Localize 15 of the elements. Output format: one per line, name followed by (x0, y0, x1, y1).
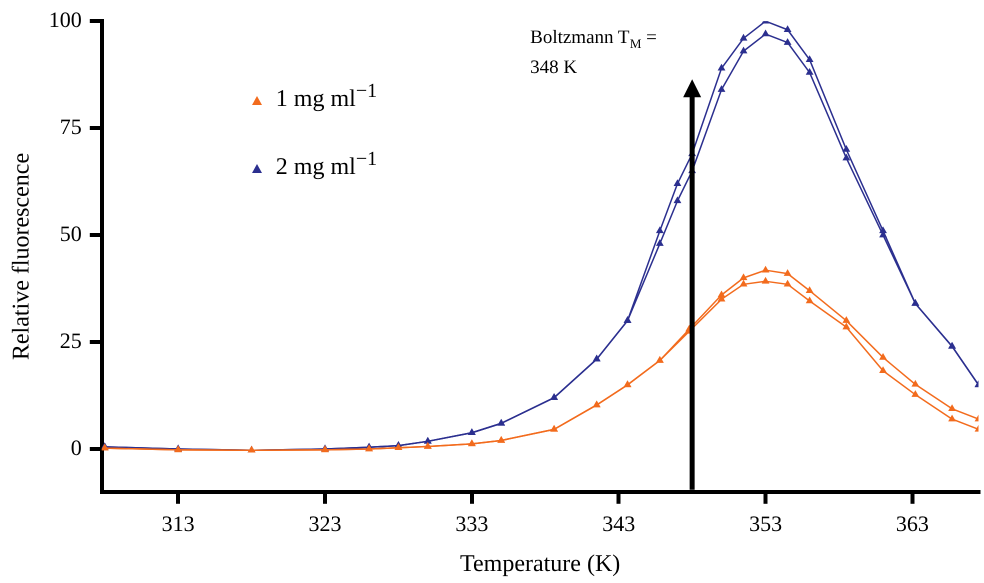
x-tick-label: 313 (162, 510, 195, 536)
legend-label: 1 mg ml$^{−1}$ (276, 80, 378, 112)
y-tick-label: 50 (60, 220, 82, 246)
x-tick-label: 323 (308, 510, 342, 536)
y-tick-label: 25 (60, 328, 82, 353)
x-tick-label: 353 (749, 510, 782, 536)
x-tick-label: 343 (602, 510, 636, 536)
y-tick-label: 0 (70, 434, 82, 460)
y-tick-label: 100 (48, 6, 82, 32)
x-axis-title: Temperature (K) (460, 550, 620, 577)
x-tick-label: 363 (896, 510, 929, 536)
x-tick-label: 333 (455, 510, 488, 536)
legend-label: 2 mg ml$^{−1}$ (276, 148, 378, 180)
y-axis-title: Relative fluorescence (8, 152, 35, 360)
y-tick-label: 75 (60, 114, 82, 139)
